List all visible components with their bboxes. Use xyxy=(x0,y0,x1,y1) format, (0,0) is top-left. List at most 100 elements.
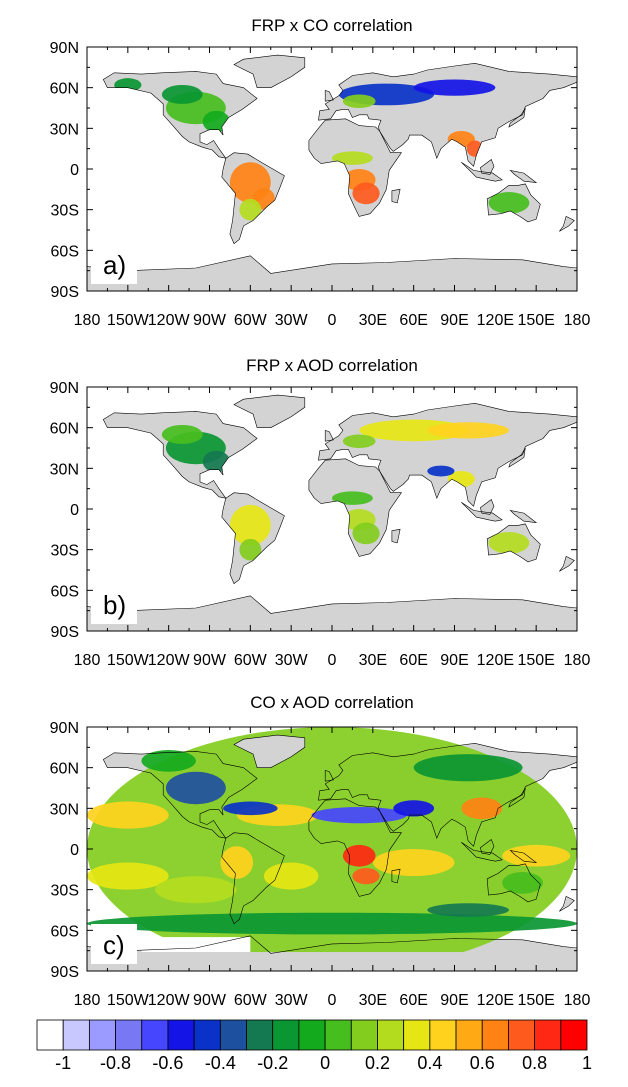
lon-tick-label: 0 xyxy=(328,652,337,669)
lat-tick-label: 30S xyxy=(51,543,79,560)
colorbar-tick-label: -0.8 xyxy=(100,1053,132,1073)
colorbar-swatch xyxy=(377,1019,405,1051)
colorbar-swatch xyxy=(324,1019,352,1051)
panel-title: CO x AOD correlation xyxy=(250,693,414,712)
land-japan xyxy=(508,448,526,467)
lat-tick-label: 30N xyxy=(50,461,79,478)
lon-tick-label: 90E xyxy=(440,312,468,329)
lat-tick-label: 0 xyxy=(70,842,79,859)
land-newZealand xyxy=(559,896,575,912)
lat-tick-label: 30N xyxy=(50,801,79,818)
land-japan xyxy=(508,108,526,127)
lat-tick-label: 90N xyxy=(50,40,79,57)
lon-tick-label: 150E xyxy=(517,992,554,1009)
lat-tick-label: 60S xyxy=(51,243,79,260)
lon-tick-label: 180 xyxy=(74,312,101,329)
lon-tick-label: 30E xyxy=(359,312,387,329)
land-antarctica xyxy=(87,595,577,631)
lon-tick-label: 150E xyxy=(517,652,554,669)
lon-tick-label: 120W xyxy=(148,652,191,669)
lon-tick-label: 30W xyxy=(275,652,309,669)
colorbar-swatch xyxy=(62,1019,90,1051)
colorbar-swatch xyxy=(193,1019,221,1051)
lon-tick-label: 60W xyxy=(234,992,268,1009)
panel-label: c) xyxy=(103,930,125,960)
lon-tick-label: 60W xyxy=(234,312,268,329)
colorbar-swatch xyxy=(481,1019,509,1051)
lat-tick-label: 0 xyxy=(70,502,79,519)
colorbar-swatch xyxy=(560,1019,588,1051)
lon-tick-label: 180 xyxy=(564,652,591,669)
land-greenland xyxy=(234,395,305,428)
colorbar-tick-label: 0.6 xyxy=(469,1053,495,1073)
lat-tick-label: 90S xyxy=(51,964,79,981)
land-madagascar xyxy=(391,189,401,203)
lat-tick-label: 90N xyxy=(50,380,79,397)
panel-b: FRP x AOD correlation b) 90N 60N 30N 0 30S 60S… xyxy=(0,340,628,680)
colorbar-swatch xyxy=(36,1019,64,1051)
lon-tick-label: 180 xyxy=(564,312,591,329)
land-uk xyxy=(325,430,334,442)
map-panel-a: a) 90N 60N 30N 0 30S 60S 90S 180 150W 120W 90W 60W 30… xyxy=(50,40,591,329)
lon-tick-label: 90E xyxy=(440,652,468,669)
land-newGuinea xyxy=(510,170,537,183)
colorbar-swatch xyxy=(350,1019,378,1051)
lon-tick-label: 30W xyxy=(275,992,309,1009)
lon-tick-label: 150E xyxy=(517,312,554,329)
colorbar-tick-label: -0.4 xyxy=(204,1053,236,1073)
lat-tick-label: 30S xyxy=(51,883,79,900)
colorbar-tick-label: 0 xyxy=(320,1053,331,1073)
lat-tick-label: 60N xyxy=(50,81,79,98)
lon-tick-label: 180 xyxy=(564,992,591,1009)
colorbar-tick-label: -0.2 xyxy=(257,1053,289,1073)
land-madagascar xyxy=(391,529,401,543)
colorbar-tick-label: 0.4 xyxy=(417,1053,443,1073)
colorbar-swatch xyxy=(508,1019,536,1051)
lon-tick-label: 120E xyxy=(477,312,514,329)
colorbar-swatch xyxy=(298,1019,326,1051)
colorbar-tick-label: -0.6 xyxy=(152,1053,184,1073)
panel-label: a) xyxy=(103,250,126,280)
lon-tick-label: 120W xyxy=(148,312,191,329)
map-panel-c: c) 90N 60N 30N 0 30S 60S 90S 180 150W 120W 90W 60W 30… xyxy=(50,720,591,1009)
colorbar-swatch xyxy=(167,1019,195,1051)
lon-tick-label: 0 xyxy=(328,312,337,329)
colorbar-tick-label: 0.8 xyxy=(522,1053,548,1073)
colorbar-tick-label: -1 xyxy=(55,1053,72,1073)
lon-tick-label: 120W xyxy=(148,992,191,1009)
lon-tick-label: 150W xyxy=(107,312,150,329)
lon-tick-label: 60E xyxy=(399,992,427,1009)
lon-tick-label: 30E xyxy=(359,652,387,669)
panel-c: CO x AOD correlation c) 90N 60N 30N 0 30S 60S 9… xyxy=(0,680,628,1020)
lon-tick-label: 150W xyxy=(107,992,150,1009)
panel-a: FRP x CO correlation a) 90N 60N 30N 0 30S 60S 9… xyxy=(0,0,628,340)
colorbar-swatch xyxy=(403,1019,431,1051)
lon-tick-label: 120E xyxy=(477,652,514,669)
lon-tick-label: 150W xyxy=(107,652,150,669)
colorbar-swatch xyxy=(115,1019,143,1051)
panel-label-box xyxy=(91,924,137,964)
lon-tick-label: 90W xyxy=(193,652,227,669)
coastlines xyxy=(87,734,577,971)
lat-tick-label: 90S xyxy=(51,284,79,301)
lon-tick-label: 180 xyxy=(74,652,101,669)
lon-tick-label: 30E xyxy=(359,992,387,1009)
coastlines xyxy=(87,54,577,291)
colorbar-tick-label: 0.2 xyxy=(364,1053,390,1073)
colorbar xyxy=(36,1019,588,1051)
land-borneo xyxy=(480,499,494,515)
colorbar-swatch xyxy=(429,1019,457,1051)
colorbar-swatch xyxy=(246,1019,274,1051)
lon-tick-label: 60W xyxy=(234,652,268,669)
colorbar-swatch xyxy=(141,1019,169,1051)
colorbar-swatch xyxy=(534,1019,562,1051)
lat-tick-label: 60N xyxy=(50,421,79,438)
panel-title: FRP x CO correlation xyxy=(251,16,413,35)
colorbar-swatch xyxy=(88,1019,116,1051)
lat-tick-label: 60S xyxy=(51,923,79,940)
lat-tick-label: 30S xyxy=(51,203,79,220)
panel-label: b) xyxy=(103,590,126,620)
land-borneo xyxy=(480,159,494,175)
lon-tick-label: 60E xyxy=(399,652,427,669)
lon-tick-label: 60E xyxy=(399,312,427,329)
